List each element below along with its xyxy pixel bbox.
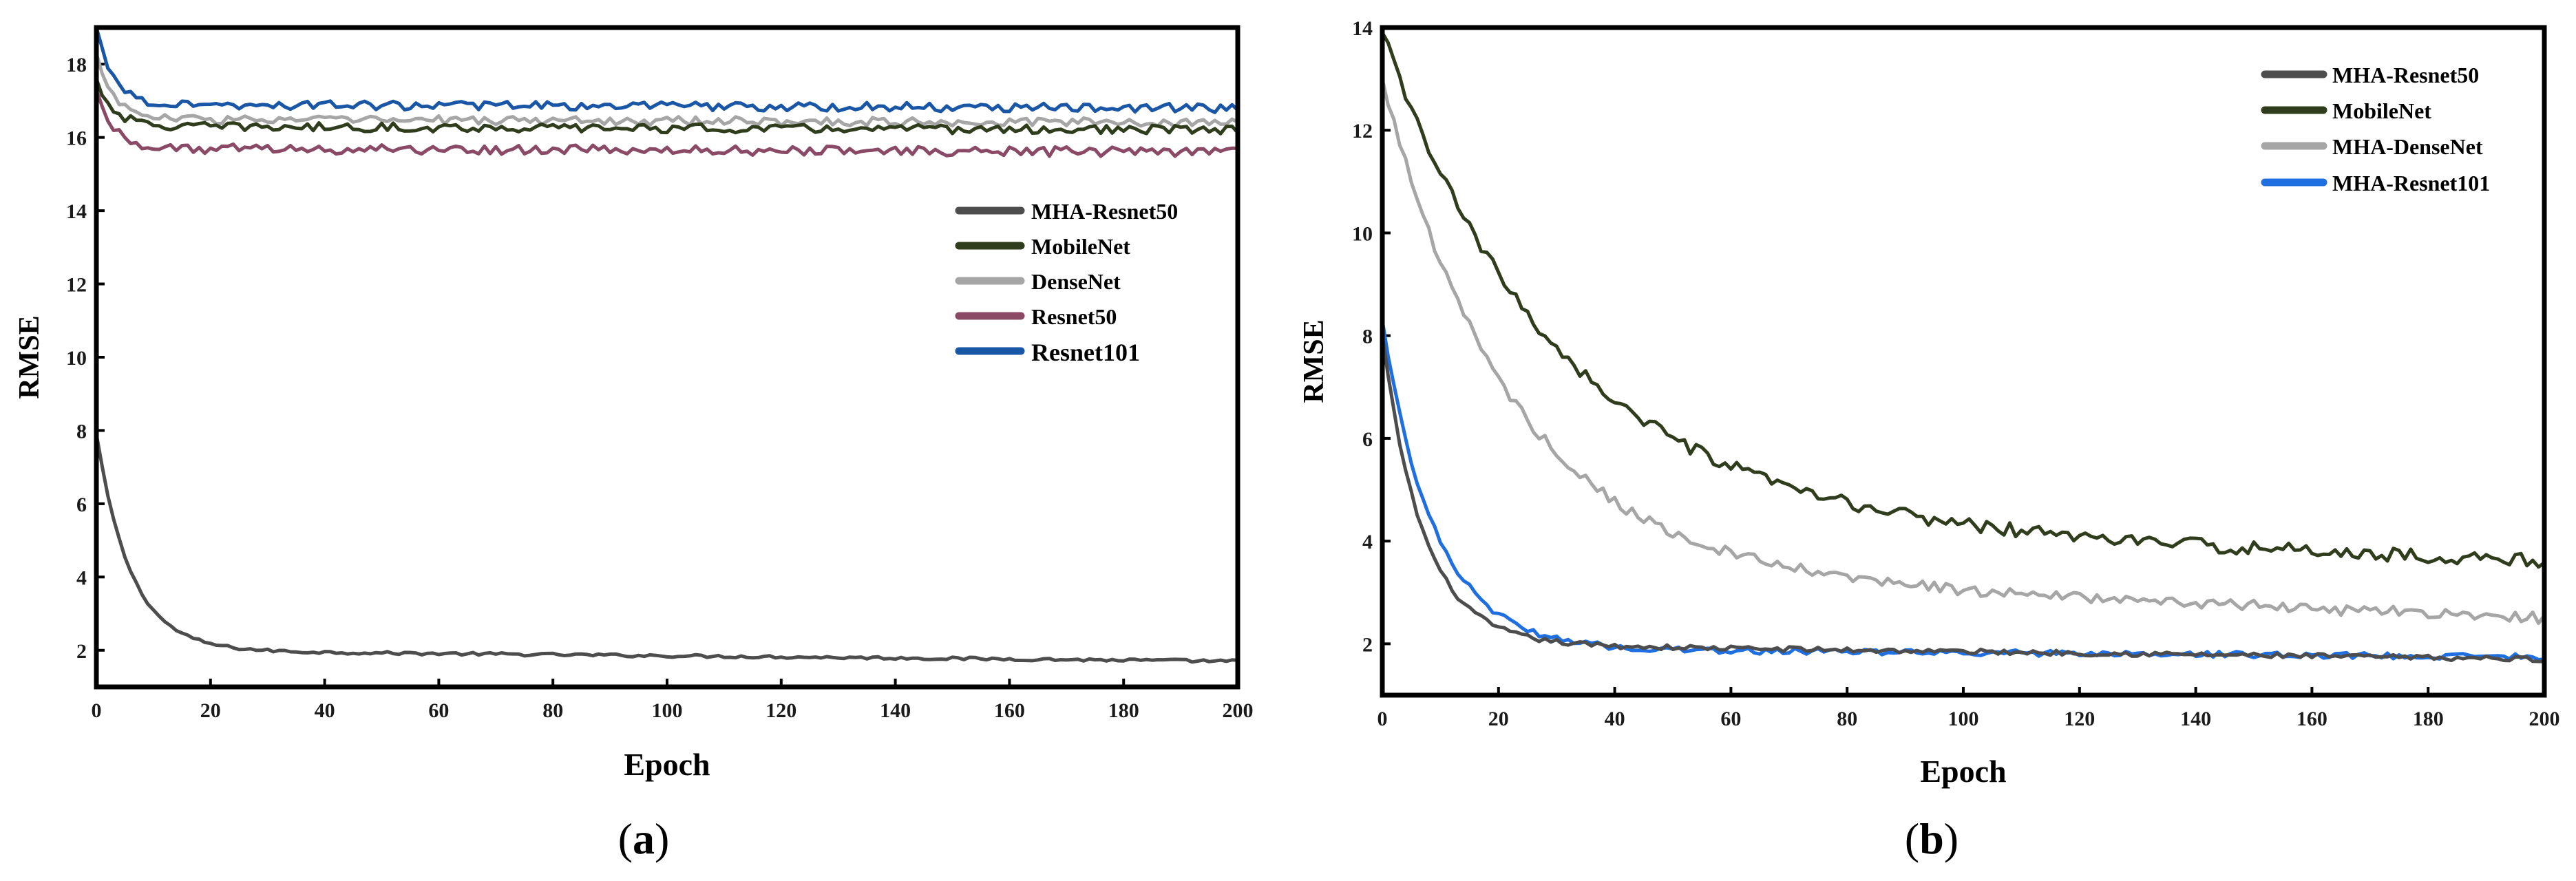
chart-a-y-tick-label-8: 18 <box>66 54 87 76</box>
legend-a-label-4: Resnet101 <box>1031 339 1140 366</box>
chart-a-x-tick-label-1: 20 <box>200 699 221 722</box>
legend-a-label-2: DenseNet <box>1031 269 1121 294</box>
panel-a-label-open: ( <box>618 814 633 863</box>
chart-b-y-tick-label-1: 4 <box>1362 531 1373 553</box>
legend-b-label-0: MHA-Resnet50 <box>2332 63 2479 87</box>
chart-a-x-tick-label-6: 120 <box>766 699 796 722</box>
chart-a-x-tick-label-7: 140 <box>880 699 911 722</box>
chart-a-y-tick-label-2: 6 <box>76 493 87 516</box>
chart-b-x-tick-label-2: 40 <box>1605 708 1625 730</box>
chart-a-x-tick-label-2: 40 <box>315 699 335 722</box>
panel-b-label-open: ( <box>1905 814 1919 863</box>
chart-a-x-tick-label-10: 200 <box>1223 699 1254 722</box>
series-a-line-1 <box>94 78 1239 136</box>
chart-b-y-tick-label-4: 10 <box>1352 222 1373 245</box>
chart-a-y-tick-label-4: 10 <box>66 347 87 370</box>
legend-a-label-0: MHA-Resnet50 <box>1031 199 1178 224</box>
chart-b-y-tick-label-5: 12 <box>1352 120 1373 142</box>
chart-b-ticks: 0 20 40 60 80 100 120 140 160 180 200 2 4 6 8 10 12 14 <box>1352 17 2560 730</box>
legend-b-label-1: MobileNet <box>2332 98 2431 123</box>
chart-b-x-tick-label-4: 80 <box>1837 708 1857 730</box>
legend-a-label-3: Resnet50 <box>1031 304 1117 329</box>
chart-a-y-tick-label-0: 2 <box>76 640 87 663</box>
chart-b-x-tick-label-8: 160 <box>2297 708 2327 730</box>
chart-b-x-tick-label-0: 0 <box>1377 708 1388 730</box>
chart-a-y-axis-title: RMSE <box>14 315 45 399</box>
chart-a-y-tick-label-6: 14 <box>66 200 87 223</box>
series-b-line-1 <box>1380 32 2546 569</box>
chart-a-x-tick-label-4: 80 <box>542 699 563 722</box>
chart-b-legend: MHA-Resnet50 MobileNet MHA-DenseNet MHA-… <box>2261 63 2490 195</box>
chart-panel-a: 0 20 40 60 80 100 120 140 160 180 200 2 4 6 8 10 12 14 16 1… <box>14 25 1254 863</box>
chart-a-y-tick-label-5: 12 <box>66 274 87 297</box>
chart-b-x-tick-label-9: 180 <box>2413 708 2444 730</box>
chart-b-x-tick-label-10: 200 <box>2529 708 2560 730</box>
chart-a-y-tick-label-1: 4 <box>76 566 87 589</box>
chart-b-x-tick-label-6: 120 <box>2064 708 2095 730</box>
chart-b-x-tick-label-5: 100 <box>1948 708 1979 730</box>
series-a-line-3 <box>94 89 1238 158</box>
chart-b-y-axis-title: RMSE <box>1298 319 1330 403</box>
chart-a-x-axis-title: Epoch <box>624 747 710 782</box>
panel-a-label-letter: a <box>633 814 655 863</box>
chart-a-x-tick-label-8: 160 <box>994 699 1025 722</box>
legend-a-label-1: MobileNet <box>1031 234 1130 259</box>
chart-a-x-tick-label-3: 60 <box>428 699 449 722</box>
chart-a-y-tick-label-7: 16 <box>66 127 87 150</box>
chart-panel-b: 0 20 40 60 80 100 120 140 160 180 200 2 4 6 8 10 12 14 MH… <box>1298 17 2560 863</box>
chart-b-y-tick-label-2: 6 <box>1362 428 1373 451</box>
chart-b-x-tick-label-3: 60 <box>1720 708 1741 730</box>
chart-a-plot-frame <box>94 25 1241 690</box>
series-a-line-2 <box>94 52 1239 129</box>
chart-b-series-lines <box>1380 32 2546 664</box>
legend-b-label-3: MHA-Resnet101 <box>2332 171 2490 195</box>
chart-a-series-lines <box>94 27 1239 664</box>
panel-a-label: (a) <box>618 814 670 863</box>
chart-b-x-axis-title: Epoch <box>1920 754 2006 789</box>
series-a-line-4 <box>94 27 1239 114</box>
chart-b-plot-frame <box>1380 25 2547 698</box>
chart-a-legend: MHA-Resnet50 MobileNet DenseNet Resnet50… <box>955 199 1178 366</box>
chart-b-y-tick-label-0: 2 <box>1362 633 1373 656</box>
series-a-line-0 <box>94 434 1238 664</box>
chart-a-x-tick-label-9: 180 <box>1108 699 1139 722</box>
series-b-line-2 <box>1380 78 2546 626</box>
chart-a-x-tick-label-5: 100 <box>652 699 683 722</box>
chart-a-y-tick-label-3: 8 <box>76 420 87 443</box>
panel-b-label-close: ) <box>1944 814 1959 863</box>
chart-b-y-tick-label-3: 8 <box>1362 326 1373 348</box>
series-b-line-0 <box>1380 335 2545 664</box>
panel-b-label: (b) <box>1905 814 1959 863</box>
chart-b-x-tick-label-7: 140 <box>2180 708 2211 730</box>
legend-b-label-2: MHA-DenseNet <box>2332 134 2483 159</box>
panel-a-label-close: ) <box>655 814 669 863</box>
chart-b-y-tick-label-6: 14 <box>1352 17 1373 40</box>
panel-b-label-letter: b <box>1919 814 1944 863</box>
chart-a-x-tick-label-0: 0 <box>92 699 102 722</box>
chart-b-x-tick-label-1: 20 <box>1488 708 1509 730</box>
